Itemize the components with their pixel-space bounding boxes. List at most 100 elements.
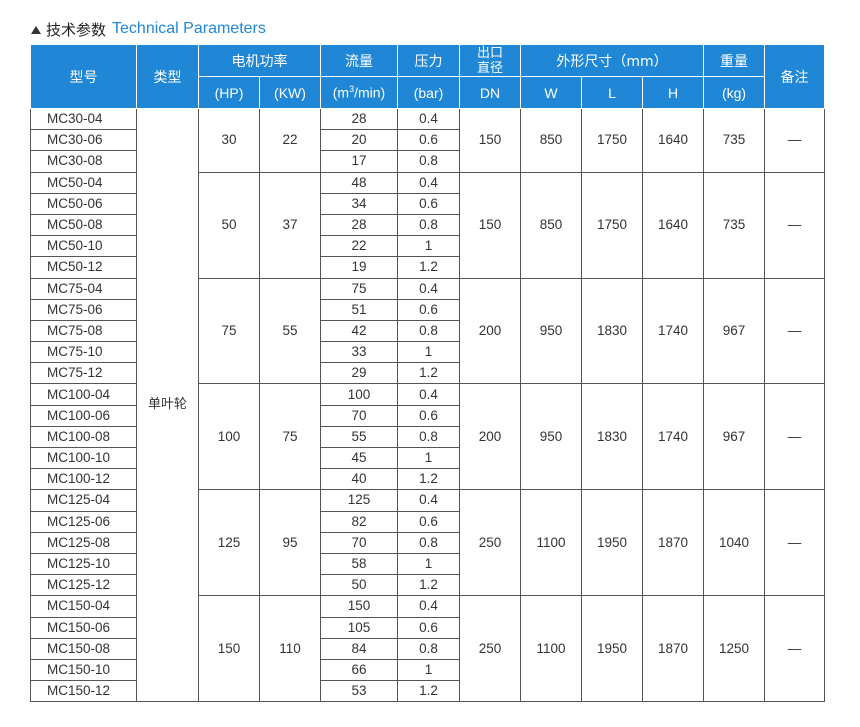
dn-cell: 150 — [459, 108, 521, 173]
table-row: MC30-08 17 0.8 — [30, 150, 825, 173]
header-dimensions: 外形尺寸（mm） — [519, 44, 705, 77]
flow-cell: 17 — [320, 150, 398, 173]
table-row: MC150-10 66 1 — [30, 658, 825, 682]
model-cell: MC100-12 — [30, 468, 137, 491]
model-cell: MC100-04 — [30, 383, 137, 406]
width-cell: 950 — [520, 277, 582, 385]
pressure-cell: 0.4 — [397, 489, 460, 512]
table-row: MC100-12 40 1.2 — [30, 468, 825, 491]
pressure-cell: 0.8 — [397, 637, 460, 660]
flow-cell: 125 — [320, 489, 398, 512]
kw-cell: 55 — [259, 277, 321, 385]
weight-cell: 735 — [703, 108, 766, 173]
flow-cell: 84 — [320, 637, 398, 660]
model-cell: MC125-12 — [30, 574, 137, 597]
header-flow: 流量 — [320, 44, 398, 77]
table-row: MC150-04 150 110 150 0.4 250 1100 1950 1870 1250— — [30, 595, 826, 703]
table-row: MC150-06 105 0.6 — [30, 616, 825, 639]
weight-cell: 735 — [703, 171, 766, 279]
dn-cell: 200 — [459, 383, 521, 491]
flow-cell: 42 — [320, 319, 398, 343]
model-cell: MC150-10 — [30, 658, 137, 682]
table-body: MC30-04 单叶轮 30 22 28 0.4 150 850 1750 1640 735— MC3… — [30, 107, 826, 703]
remark-cell: — — [764, 383, 826, 491]
flow-cell: 150 — [320, 595, 398, 618]
flow-cell: 40 — [320, 468, 398, 491]
model-cell: MC75-12 — [30, 362, 137, 385]
model-cell: MC75-06 — [30, 298, 137, 321]
header-outlet: 出口 直径 — [459, 44, 521, 77]
header-weight: 重量 — [703, 44, 766, 77]
triangle-bullet-icon — [31, 26, 41, 34]
table-row: MC125-10 58 1 — [30, 552, 825, 576]
flow-cell: 70 — [320, 404, 398, 427]
table-row: MC75-06 51 0.6 — [30, 298, 825, 321]
flow-cell: 22 — [320, 235, 398, 258]
model-cell: MC50-06 — [30, 192, 137, 215]
pressure-cell: 1.2 — [397, 680, 460, 703]
model-cell: MC50-10 — [30, 235, 137, 258]
model-cell: MC100-10 — [30, 446, 137, 470]
pressure-cell: 0.6 — [397, 298, 460, 321]
length-cell: 1750 — [581, 171, 643, 279]
length-cell: 1830 — [581, 277, 643, 385]
type-cell: 单叶轮 — [136, 107, 199, 703]
height-cell: 1740 — [641, 277, 705, 385]
table-row: MC50-08 28 0.8 — [30, 213, 825, 237]
unit-flow-sup: 3 — [349, 84, 355, 95]
weight-cell: 967 — [703, 277, 766, 385]
table-row: MC75-04 75 55 75 0.4 200 950 1830 1740 967— — [30, 277, 826, 385]
weight-cell: 1040 — [703, 489, 766, 597]
flow-cell: 75 — [320, 277, 398, 300]
pressure-cell: 1.2 — [397, 468, 460, 491]
flow-cell: 33 — [320, 341, 398, 364]
unit-bar: (bar) — [397, 76, 460, 109]
pressure-cell: 0.8 — [397, 150, 460, 173]
unit-kg: (kg) — [703, 76, 766, 109]
hp-cell: 50 — [198, 171, 260, 279]
table-row: MC50-12 19 1.2 — [30, 256, 825, 279]
model-cell: MC30-06 — [30, 129, 137, 152]
table-row: MC150-08 84 0.8 — [30, 637, 825, 660]
kw-cell: 75 — [259, 383, 321, 491]
flow-cell: 53 — [320, 680, 398, 703]
model-cell: MC75-04 — [30, 277, 137, 300]
pressure-cell: 0.8 — [397, 531, 460, 554]
dn-cell: 200 — [459, 277, 521, 385]
model-cell: MC125-08 — [30, 531, 137, 554]
header-remarks: 备注 — [764, 44, 826, 109]
table-row: MC100-10 45 1 — [30, 446, 825, 470]
table-row: MC75-12 29 1.2 — [30, 362, 825, 385]
weight-cell: 1250 — [703, 595, 766, 703]
pressure-cell: 1 — [397, 341, 460, 364]
header-row-top: 型号 类型 电机功率 流量 压力 出口 直径 外形尺寸（mm） 重量 备注 — [30, 44, 826, 109]
header-motor-power: 电机功率 — [198, 44, 321, 77]
pressure-cell: 0.8 — [397, 319, 460, 343]
pressure-cell: 1 — [397, 446, 460, 470]
section-heading: 技术参数 Technical Parameters — [31, 18, 266, 40]
unit-flow-b: /min) — [354, 84, 386, 101]
pressure-cell: 0.6 — [397, 192, 460, 215]
technical-parameters-table: 型号 类型 电机功率 流量 压力 出口 直径 外形尺寸（mm） 重量 备注 (HP… — [30, 44, 826, 703]
dn-cell: 250 — [459, 595, 521, 703]
hp-cell: 150 — [198, 595, 260, 703]
width-cell: 1100 — [520, 595, 582, 703]
length-cell: 1950 — [581, 489, 643, 597]
flow-cell: 45 — [320, 446, 398, 470]
model-cell: MC75-10 — [30, 341, 137, 364]
pressure-cell: 0.6 — [397, 616, 460, 639]
remark-cell: — — [764, 595, 826, 703]
flow-cell: 70 — [320, 531, 398, 554]
header-pressure: 压力 — [397, 44, 460, 77]
flow-cell: 66 — [320, 658, 398, 682]
model-cell: MC150-04 — [30, 595, 137, 618]
heading-cn: 技术参数 — [46, 20, 107, 39]
pressure-cell: 0.4 — [397, 595, 460, 618]
table-row: MC30-06 20 0.6 — [30, 129, 825, 152]
flow-cell: 28 — [320, 107, 398, 131]
model-cell: MC50-12 — [30, 256, 137, 279]
flow-cell: 51 — [320, 298, 398, 321]
pressure-cell: 0.4 — [397, 107, 460, 131]
header-outlet-line2: 直径 — [476, 60, 503, 76]
hp-cell: 75 — [198, 277, 260, 385]
